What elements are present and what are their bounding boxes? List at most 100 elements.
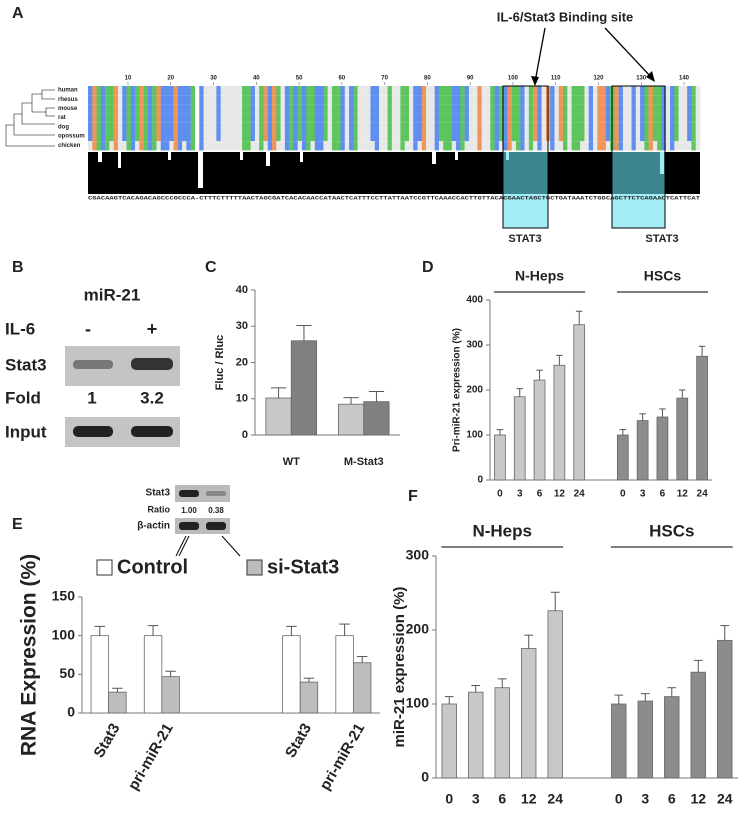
y-tick-label: 30 — [236, 320, 248, 332]
alignment-cell — [678, 141, 684, 151]
alignment-cell — [417, 86, 423, 96]
alignment-cell — [306, 104, 311, 114]
alignment-cell — [417, 113, 423, 123]
alignment-cell — [340, 113, 345, 123]
alignment-cell — [105, 132, 110, 142]
alignment-cell — [537, 132, 542, 142]
alignment-cell — [220, 95, 226, 105]
species-label: rhesus — [58, 97, 78, 103]
alignment-cell — [259, 113, 264, 123]
alignment-cell — [687, 132, 692, 142]
alignment-cell — [678, 86, 684, 96]
alignment-cell — [344, 141, 350, 151]
alignment-cell — [554, 141, 559, 151]
bar — [290, 340, 318, 436]
alignment-cell — [605, 141, 611, 151]
alignment-cell — [186, 95, 191, 105]
alignment-cell — [301, 86, 307, 96]
alignment-cell — [695, 95, 701, 105]
alignment-cell — [550, 132, 555, 142]
alignment-cell — [212, 122, 217, 132]
alignment-cell — [421, 122, 427, 132]
alignment-cell — [443, 113, 448, 123]
alignment-cell — [400, 141, 405, 151]
y-tick-label: 300 — [466, 340, 483, 351]
alignment-cell — [627, 122, 632, 132]
blot-title: miR-21 — [84, 285, 141, 304]
alignment-cell — [160, 86, 166, 96]
y-tick-label: 0 — [67, 704, 75, 720]
y-tick-label: 0 — [242, 429, 248, 441]
gap — [300, 152, 303, 162]
alignment-cell — [507, 95, 512, 105]
alignment-cell — [524, 86, 530, 96]
alignment-cell — [417, 104, 423, 114]
alignment-cell — [306, 132, 311, 142]
alignment-cell — [413, 113, 418, 123]
alignment-cell — [563, 86, 568, 96]
alignment-cell — [267, 141, 273, 151]
alignment-cell — [533, 141, 538, 151]
alignment-cell — [682, 132, 688, 142]
alignment-cell — [601, 132, 607, 142]
alignment-cell — [695, 86, 701, 96]
alignment-cell — [259, 104, 264, 114]
alignment-cell — [447, 86, 452, 96]
alignment-cell — [220, 141, 226, 151]
x-tick-label: 0 — [615, 791, 623, 807]
alignment-cell — [618, 95, 624, 105]
alignment-cell — [622, 104, 628, 114]
alignment-cell — [554, 113, 559, 123]
alignment-cell — [212, 95, 217, 105]
alignment-cell — [601, 113, 607, 123]
alignment-cell — [515, 141, 521, 151]
alignment-cell — [593, 122, 598, 132]
alignment-cell — [169, 104, 174, 114]
alignment-cell — [242, 141, 247, 151]
alignment-cell — [635, 86, 641, 96]
alignment-cell — [383, 95, 388, 105]
alignment-cell — [152, 141, 157, 151]
alignment-cell — [537, 86, 542, 96]
site-label: STAT3 — [508, 233, 541, 245]
alignment-cell — [503, 95, 508, 105]
alignment-cell — [486, 113, 491, 123]
alignment-cell — [661, 113, 666, 123]
alignment-cell — [396, 86, 401, 96]
species-label: rat — [58, 115, 66, 121]
bar — [468, 691, 484, 779]
alignment-cell — [584, 104, 589, 114]
blot — [175, 485, 230, 502]
alignment-cell — [340, 104, 345, 114]
alignment-cell — [289, 132, 294, 142]
alignment-cell — [691, 95, 696, 105]
alignment-cell — [456, 104, 461, 114]
alignment-cell — [379, 113, 384, 123]
alignment-cell — [216, 113, 221, 123]
bar — [676, 397, 689, 481]
alignment-cell — [130, 95, 136, 105]
alignment-cell — [434, 122, 440, 132]
alignment-cell — [584, 95, 589, 105]
alignment-cell — [370, 132, 375, 142]
alignment-cell — [682, 113, 688, 123]
alignment-cell — [618, 141, 624, 151]
alignment-cell — [554, 122, 559, 132]
alignment-cell — [349, 86, 354, 96]
alignment-cell — [537, 95, 542, 105]
alignment-cell — [503, 113, 508, 123]
alignment-cell — [353, 86, 358, 96]
alignment-cell — [434, 95, 440, 105]
alignment-cell — [96, 86, 102, 96]
alignment-cell — [297, 104, 303, 114]
alignment-cell — [657, 122, 662, 132]
alignment-cell — [165, 95, 170, 105]
alignment-cell — [331, 86, 337, 96]
alignment-cell — [695, 141, 701, 151]
alignment-cell — [584, 141, 589, 151]
alignment-cell — [665, 122, 671, 132]
alignment-cell — [550, 122, 555, 132]
alignment-cell — [648, 95, 654, 105]
alignment-cell — [541, 104, 547, 114]
alignment-cell — [413, 104, 418, 114]
